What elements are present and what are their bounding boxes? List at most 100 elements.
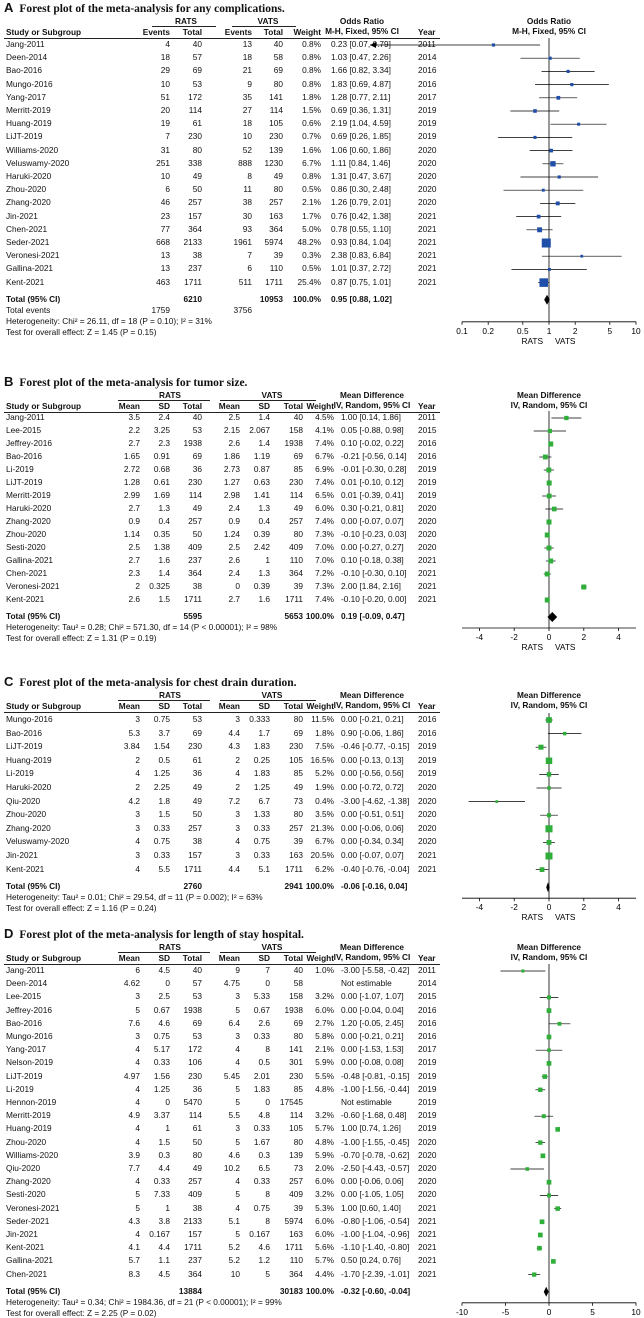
cell: 53 [192, 78, 202, 89]
x-tick-label: -10 [456, 1307, 468, 1317]
cell: 2.1% [302, 197, 321, 208]
study-name: Bao-2016 [6, 65, 42, 76]
effect-ci: 0.05 [-0.88, 0.98] [341, 425, 404, 435]
study-marker [533, 109, 537, 113]
cell: 3.2% [315, 1110, 334, 1121]
year-header: Year [418, 27, 436, 37]
study-name: Gallina-2021 [6, 555, 54, 565]
study-name: Lee-2015 [6, 991, 42, 1002]
cell: 5974 [284, 1215, 303, 1226]
ci-arrow-head [370, 42, 376, 48]
cell: 0.61 [153, 477, 170, 487]
cell: 2016 [418, 438, 437, 448]
cell: 2.067 [249, 425, 270, 435]
cell: 110 [289, 555, 303, 565]
cell: 5.17 [153, 1044, 170, 1055]
cell: 5.6% [315, 1242, 334, 1253]
cell: 73 [293, 795, 303, 806]
study-name: Kent-2021 [6, 863, 45, 874]
cell: 5.1 [258, 863, 270, 874]
cell: 2.1% [315, 1044, 334, 1055]
cell: 2020 [418, 809, 437, 820]
cell: 48.2% [297, 237, 321, 247]
cell: 7 [247, 250, 252, 261]
x-tick-label: -2 [511, 632, 519, 642]
cell: 3.8 [158, 1215, 170, 1226]
study-name: Qiu-2020 [6, 1163, 41, 1173]
study-marker [536, 214, 541, 219]
cell: 2.4 [228, 503, 240, 513]
cell: 2011 [418, 412, 436, 422]
group2-underline [232, 26, 296, 27]
study-marker [545, 757, 553, 765]
cell: 1.83 [253, 768, 270, 779]
cell: 0 [165, 1097, 170, 1107]
measure-title: Odds Ratio [339, 16, 385, 26]
cell: 114 [188, 490, 202, 500]
cell: 2.15 [223, 425, 240, 435]
study-marker [533, 135, 537, 139]
cell: 1.6 [158, 555, 170, 565]
x-tick-label: -4 [476, 632, 484, 642]
group2-underline [220, 952, 316, 953]
cell: 2.25 [153, 782, 170, 792]
measure-subtitle: IV, Random, 95% CI [333, 400, 411, 410]
cell: 3 [235, 850, 240, 860]
study-name: Williams-2020 [6, 144, 59, 155]
effect-ci: 0.00 [-0.04, 0.04] [341, 1004, 404, 1015]
cell: 5 [235, 1004, 240, 1015]
cell: 2.3 [158, 438, 170, 448]
study-marker [557, 1021, 562, 1026]
cell: 4.4 [158, 1242, 170, 1253]
study-marker [539, 1219, 545, 1225]
cell: 7 [165, 131, 170, 142]
cell: 3.2% [315, 991, 334, 1002]
cell: 0.333 [249, 714, 270, 724]
study-marker [580, 254, 584, 258]
cell: 157 [188, 1229, 202, 1239]
total-ci: -0.06 [-0.16, 0.04] [341, 881, 408, 892]
panel-d: D Forest plot of the meta-analysis for le… [0, 926, 644, 1318]
effect-ci: 0.00 [-0.08, 0.08] [341, 1057, 404, 1068]
cell: 7.4% [315, 477, 334, 487]
cell: 2133 [183, 237, 202, 247]
study-name: Sesti-2020 [6, 1189, 46, 1200]
cell: 1.83 [253, 741, 270, 752]
cell: 2011 [418, 965, 436, 975]
cell: 0 [265, 1097, 270, 1107]
cell: 2019 [418, 477, 437, 487]
cell: 58 [293, 978, 303, 989]
cell: 5 [235, 1189, 240, 1200]
cell: 2021 [418, 1268, 437, 1279]
effect-ci: 1.66 [0.82, 3.34] [331, 65, 391, 76]
cell: 0.75 [153, 836, 170, 847]
cell: 53 [192, 1031, 202, 1041]
effect-ci: 1.11 [0.84, 1.46] [331, 157, 391, 168]
cell: 1.86 [223, 451, 240, 461]
cell: 0.9 [128, 516, 140, 526]
study-name: Yang-2017 [6, 91, 46, 102]
cell: 158 [289, 991, 303, 1002]
cell: 2021 [418, 568, 437, 578]
study-marker [548, 56, 552, 60]
cell: 0.9 [228, 516, 240, 526]
cell: 20.5% [310, 850, 334, 860]
cell: 141 [269, 91, 283, 102]
effect-ci: 0.50 [0.24, 0.76] [341, 1255, 401, 1266]
total-ci: -0.32 [-0.60, -0.04] [341, 1285, 411, 1296]
effect-ci: -0.48 [-0.81, -0.15] [341, 1070, 410, 1081]
cell: 1.56 [153, 1070, 170, 1081]
cell: 2 [135, 754, 140, 765]
cell: 6 [247, 263, 252, 274]
overall-effect: Test for overall effect: Z = 2.25 (P = 0… [6, 1307, 157, 1318]
cell: 1.83 [253, 1083, 270, 1094]
cell: 1.7 [258, 727, 270, 738]
cell: 80 [273, 184, 283, 195]
cell: 49 [192, 171, 202, 181]
cell: 2020 [418, 197, 437, 208]
effect-ci: 0.00 [-0.07, 0.07] [341, 850, 404, 860]
effect-ci: -0.01 [-0.30, 0.28] [341, 464, 407, 474]
header-rule [4, 38, 440, 39]
cell: 3.9 [128, 1149, 140, 1160]
cell: 38 [192, 581, 202, 591]
